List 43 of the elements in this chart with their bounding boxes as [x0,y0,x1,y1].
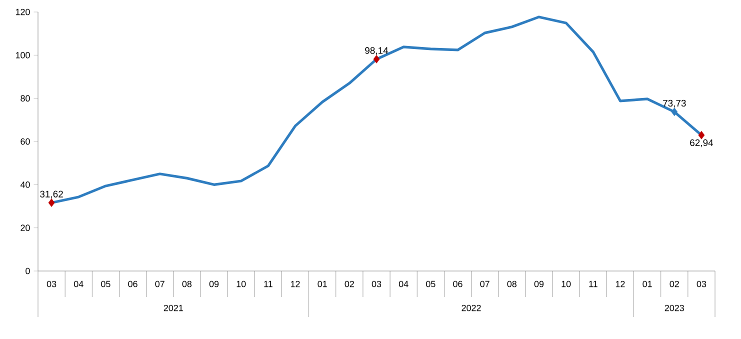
x-tick-label: 10 [562,280,571,288]
point [48,198,55,207]
x-tick-label: 01 [318,280,327,288]
text: 2023 [664,304,684,312]
x-tick-label: 08 [182,280,192,288]
x-tick-label: 02 [344,280,354,288]
data-label: 73,73 [663,100,686,108]
data-label: 62,94 [690,139,714,148]
x-tick-label: 10 [236,280,246,288]
x-tick-label: 11 [589,280,598,288]
x-tick-label: 11 [264,280,272,288]
point [671,108,678,116]
y-tick-label: 120 [16,8,30,16]
x-tick-label: 07 [155,280,164,288]
x-tick-label: 05 [426,280,436,288]
x-tick-label: 06 [128,280,138,288]
x-tick-label: 09 [209,280,219,288]
point [373,54,380,64]
data-label: 98,14 [365,47,388,55]
x-tick-label: 04 [398,280,408,288]
x-tick-label: 03 [372,280,382,288]
x-tick-label: 04 [74,280,84,288]
y-tick-label: 0 [26,268,30,274]
x-tick-label: 03 [696,280,706,288]
y-tick-label: 20 [20,224,30,232]
text: 2022 [462,304,481,312]
text: 2021 [164,304,183,312]
x-tick-label: 12 [290,280,300,288]
y-tick-label: 100 [16,52,30,58]
x-tick-label: 08 [507,280,517,288]
x-tick-label: 03 [46,280,56,288]
x-tick-label: 09 [534,280,544,288]
y-tick-label: 60 [20,138,30,145]
x-tick-label: 07 [480,280,490,288]
x-tick-label: 05 [101,280,110,288]
x-tick-label: 12 [616,280,625,288]
y-tick-label: 40 [20,181,30,188]
point [698,130,705,140]
y-tick-label: 80 [20,95,30,102]
x-tick-label: 02 [670,280,679,288]
x-tick-label: 01 [642,280,652,288]
data-label: 31,62 [40,190,63,199]
x-tick-label: 06 [453,280,462,288]
